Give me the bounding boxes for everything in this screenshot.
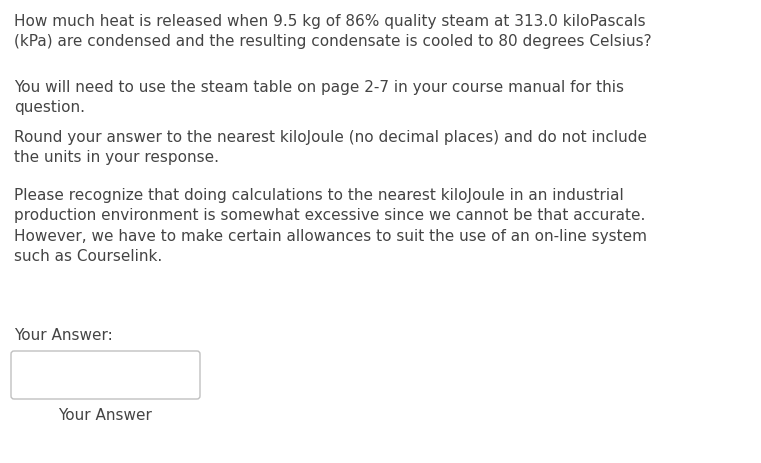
Text: Please recognize that doing calculations to the nearest kiloJoule in an industri: Please recognize that doing calculations…: [14, 188, 647, 263]
Text: You will need to use the steam table on page 2-7 in your course manual for this
: You will need to use the steam table on …: [14, 80, 624, 115]
Text: Your Answer: Your Answer: [58, 407, 152, 422]
Text: Round your answer to the nearest kiloJoule (no decimal places) and do not includ: Round your answer to the nearest kiloJou…: [14, 130, 647, 165]
Text: Your Answer:: Your Answer:: [14, 327, 113, 342]
FancyBboxPatch shape: [11, 351, 200, 399]
Text: How much heat is released when 9.5 kg of 86% quality steam at 313.0 kiloPascals
: How much heat is released when 9.5 kg of…: [14, 14, 651, 49]
